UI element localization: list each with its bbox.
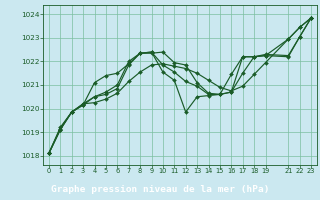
Text: Graphe pression niveau de la mer (hPa): Graphe pression niveau de la mer (hPa) (51, 185, 269, 194)
